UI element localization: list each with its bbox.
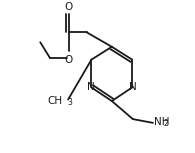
Text: O: O — [65, 2, 73, 12]
Text: NH: NH — [154, 117, 169, 127]
Text: N: N — [87, 82, 95, 92]
Text: N: N — [129, 82, 137, 92]
Text: 3: 3 — [68, 98, 73, 107]
Text: 2: 2 — [163, 119, 168, 128]
Text: O: O — [64, 55, 72, 65]
Text: CH: CH — [48, 96, 63, 106]
